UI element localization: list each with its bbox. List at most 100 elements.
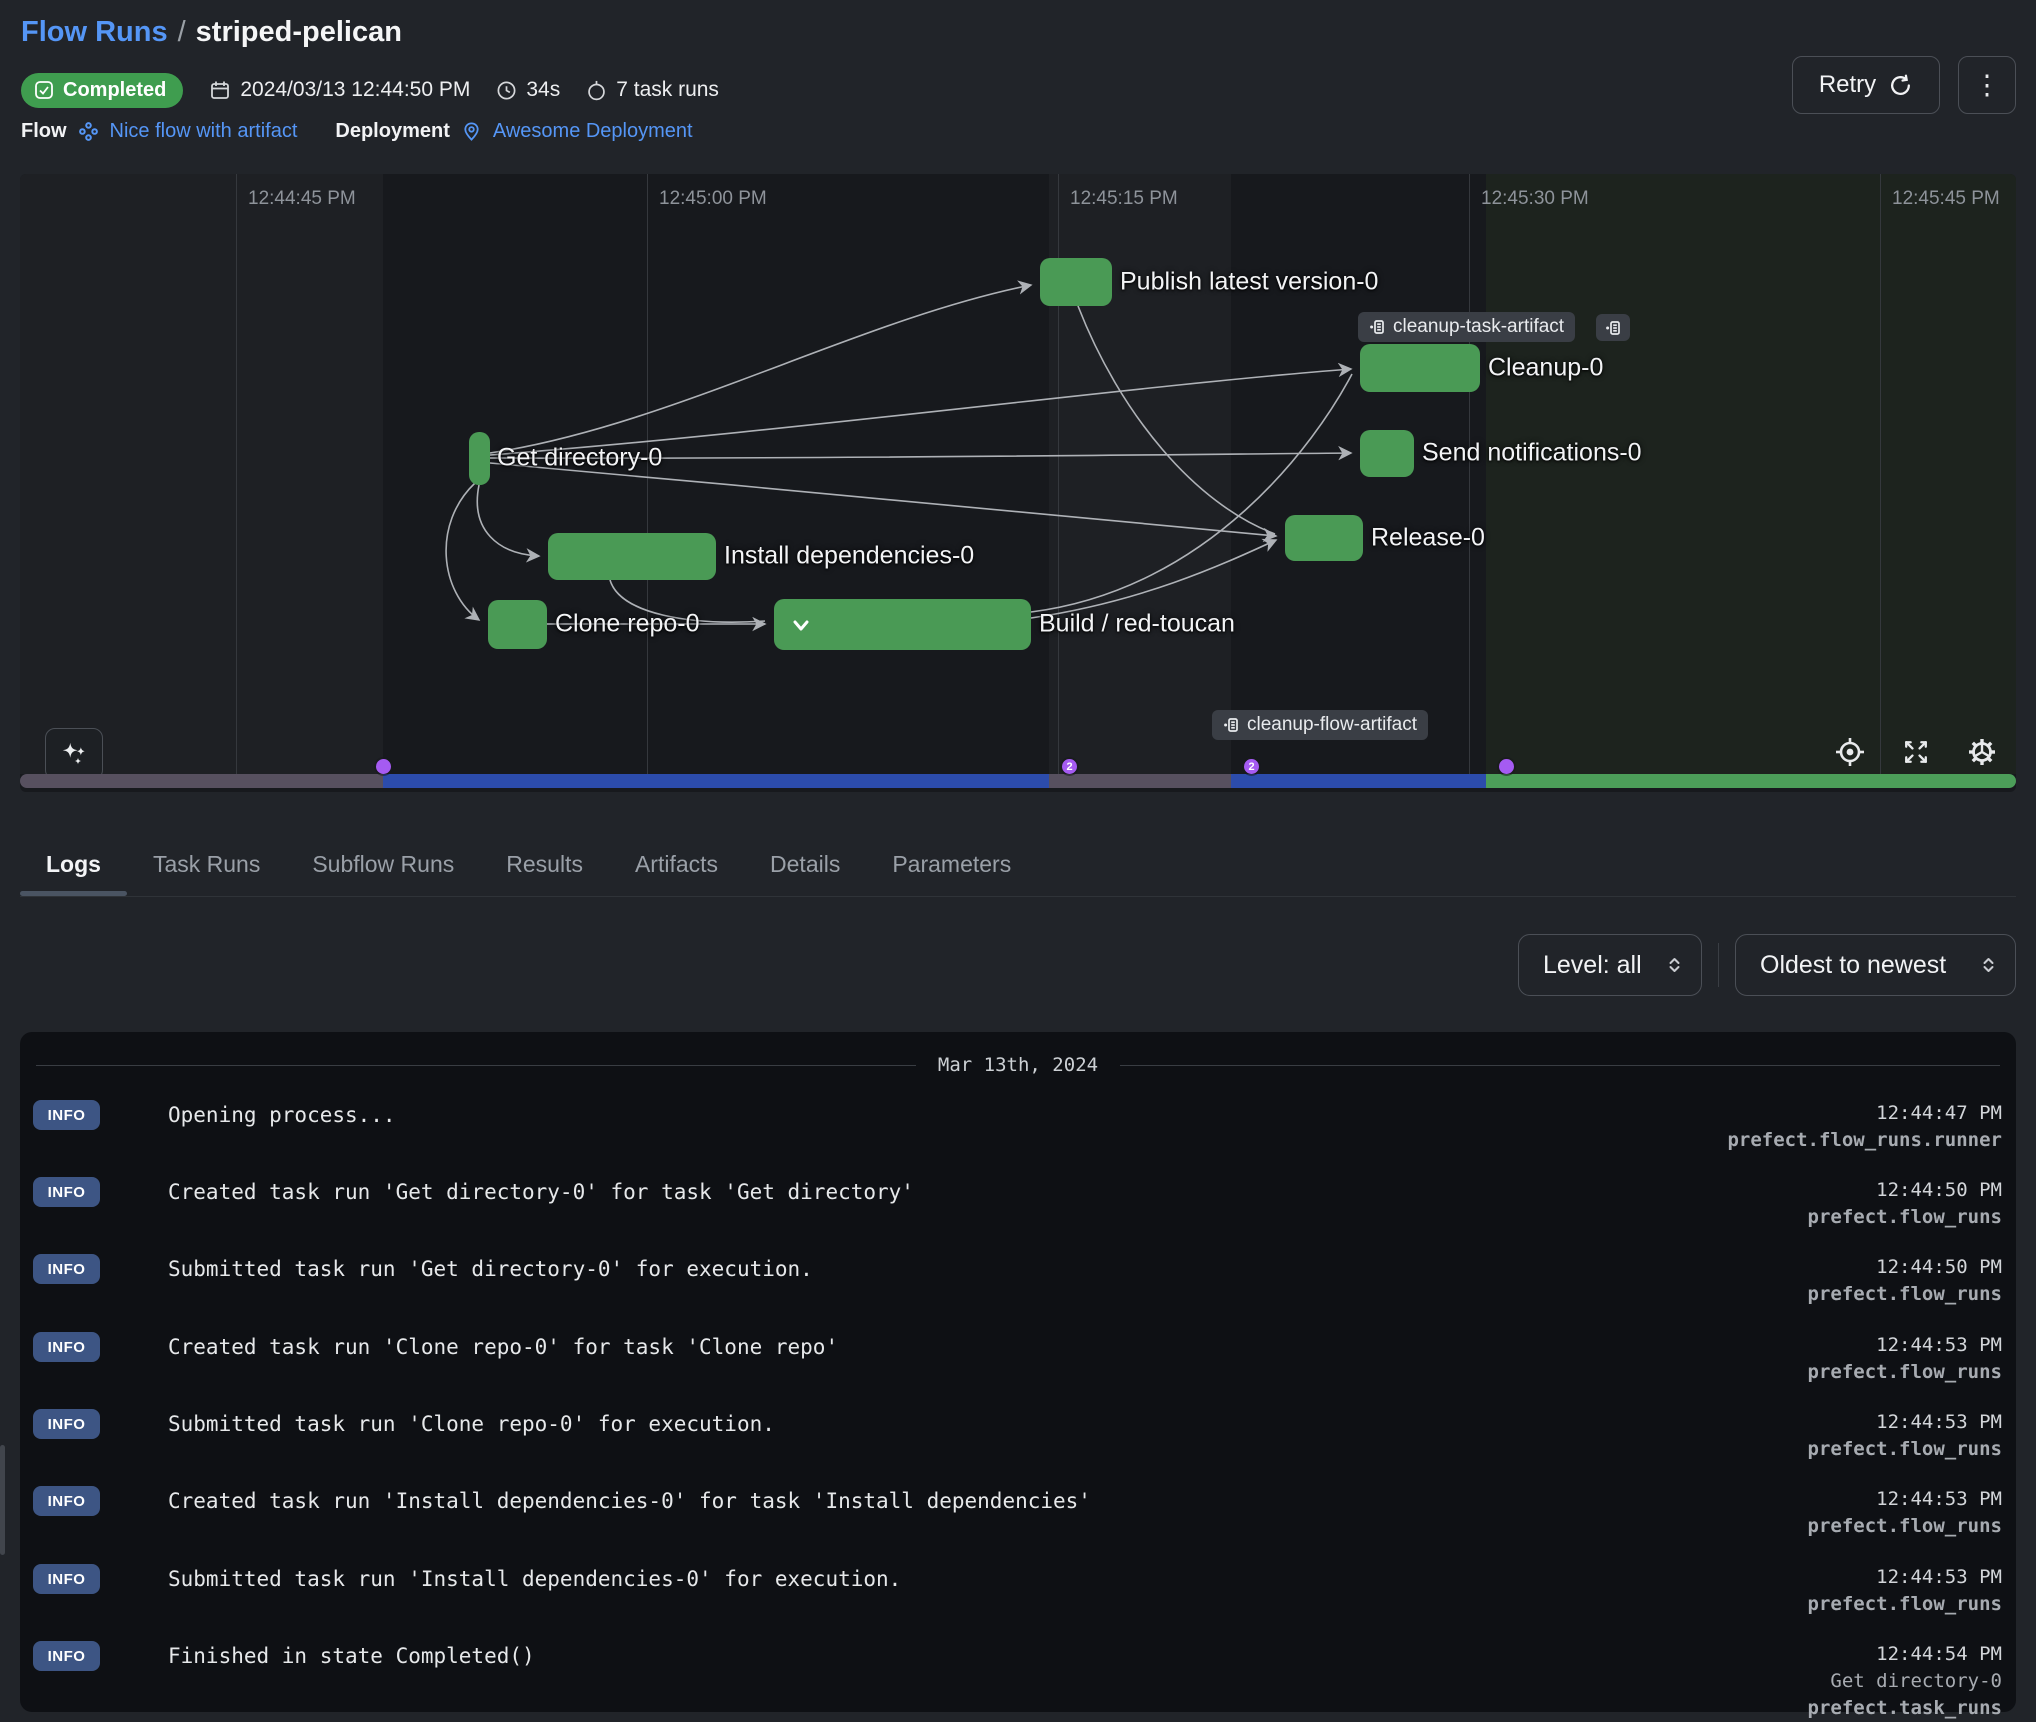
tab-subflow-runs[interactable]: Subflow Runs bbox=[312, 851, 455, 877]
header-actions: Retry ⋮ bbox=[1792, 56, 2016, 114]
log-level-badge: INFO bbox=[33, 1332, 100, 1362]
more-options-button[interactable]: ⋮ bbox=[1958, 56, 2016, 114]
log-message: Created task run 'Install dependencies-0… bbox=[168, 1489, 1091, 1513]
level-filter-select[interactable]: Level: all bbox=[1518, 934, 1702, 996]
calendar-icon bbox=[209, 79, 231, 101]
task-node-send-notifications[interactable] bbox=[1360, 430, 1414, 477]
log-row: INFO Opening process... 12:44:47 PM prefe… bbox=[20, 1100, 2016, 1154]
tab-artifacts[interactable]: Artifacts bbox=[634, 851, 719, 877]
timeline-band-highlight bbox=[1486, 174, 2016, 774]
gridline bbox=[647, 174, 648, 774]
axis-tick: 12:45:15 PM bbox=[1070, 188, 1178, 209]
log-date-separator: Mar 13th, 2024 bbox=[36, 1054, 2000, 1076]
tab-parameters[interactable]: Parameters bbox=[892, 851, 1012, 877]
log-source: prefect.task_runs bbox=[1807, 1697, 2002, 1719]
task-node-release[interactable] bbox=[1285, 515, 1363, 561]
run-relations-row: Flow Nice flow with artifact Deployment … bbox=[21, 120, 693, 143]
run-meta-row: Completed 2024/03/13 12:44:50 PM 34s 7 t… bbox=[21, 72, 719, 108]
sort-order-select[interactable]: Oldest to newest bbox=[1735, 934, 2016, 996]
log-level-badge: INFO bbox=[33, 1641, 100, 1671]
log-level-badge: INFO bbox=[33, 1100, 100, 1130]
refresh-icon bbox=[1888, 73, 1913, 98]
log-message: Finished in state Completed() bbox=[168, 1644, 535, 1668]
scrubber-segment bbox=[20, 774, 383, 788]
log-timestamp: 12:44:54 PM bbox=[1876, 1643, 2002, 1665]
status-badge: Completed bbox=[21, 72, 184, 108]
task-run-count: 7 task runs bbox=[586, 78, 719, 102]
breadcrumb: Flow Runs / striped-pelican bbox=[21, 16, 402, 49]
log-message: Submitted task run 'Get directory-0' for… bbox=[168, 1257, 813, 1281]
artifact-icon bbox=[1605, 320, 1621, 336]
tab-logs[interactable]: Logs bbox=[20, 836, 127, 896]
timeline-band bbox=[20, 174, 383, 774]
subflow-node-build-red-toucan[interactable] bbox=[774, 599, 1031, 650]
log-timestamp: 12:44:50 PM bbox=[1876, 1179, 2002, 1201]
event-marker[interactable]: 2 bbox=[1244, 759, 1259, 774]
tab-task-runs[interactable]: Task Runs bbox=[152, 851, 261, 877]
log-message: Created task run 'Get directory-0' for t… bbox=[168, 1180, 914, 1204]
artifact-chip-cleanup-task[interactable]: cleanup-task-artifact bbox=[1358, 312, 1576, 342]
log-timestamp: 12:44:53 PM bbox=[1876, 1411, 2002, 1433]
up-down-chevron-icon bbox=[1666, 953, 1683, 977]
log-source: prefect.flow_runs bbox=[1807, 1593, 2002, 1615]
log-level-badge: INFO bbox=[33, 1177, 100, 1207]
node-label: Cleanup-0 bbox=[1488, 353, 1604, 382]
deployment-link[interactable]: Awesome Deployment bbox=[492, 120, 693, 142]
artifact-chip-cleanup-flow[interactable]: cleanup-flow-artifact bbox=[1212, 710, 1429, 740]
status-label: Completed bbox=[63, 78, 167, 101]
tab-results[interactable]: Results bbox=[506, 851, 583, 877]
log-level-badge: INFO bbox=[33, 1564, 100, 1594]
dependency-edges bbox=[445, 280, 1353, 632]
gridline bbox=[236, 174, 237, 774]
task-node-get-directory[interactable] bbox=[469, 432, 490, 485]
timeline-scrubber[interactable] bbox=[20, 774, 2016, 788]
log-timestamp: 12:44:53 PM bbox=[1876, 1488, 2002, 1510]
task-run-graph[interactable]: 12:44:45 PM 12:45:00 PM 12:45:15 PM 12:4… bbox=[20, 174, 2016, 792]
log-level-badge: INFO bbox=[33, 1486, 100, 1516]
log-row: INFO Submitted task run 'Install depende… bbox=[20, 1564, 2016, 1618]
task-node-cleanup[interactable] bbox=[1360, 344, 1480, 392]
node-label: Build / red-toucan bbox=[1039, 609, 1235, 638]
breadcrumb-flow-runs-link[interactable]: Flow Runs bbox=[21, 16, 168, 48]
scrollbar-thumb[interactable] bbox=[0, 1445, 5, 1555]
node-label: Release-0 bbox=[1371, 523, 1485, 552]
gridline bbox=[1058, 174, 1059, 774]
page-title: striped-pelican bbox=[195, 16, 402, 48]
chevron-down-icon[interactable] bbox=[788, 612, 814, 638]
settings-gear-button[interactable] bbox=[1964, 734, 2000, 770]
artifact-chip-collapsed[interactable] bbox=[1596, 314, 1630, 341]
log-source: prefect.flow_runs bbox=[1807, 1515, 2002, 1537]
log-timestamp: 12:44:47 PM bbox=[1876, 1102, 2002, 1124]
log-message: Submitted task run 'Clone repo-0' for ex… bbox=[168, 1412, 775, 1436]
filter-divider bbox=[1718, 943, 1719, 987]
up-down-chevron-icon bbox=[1980, 953, 1997, 977]
ai-assist-button[interactable] bbox=[45, 728, 103, 780]
event-marker[interactable] bbox=[376, 759, 391, 774]
axis-tick: 12:45:45 PM bbox=[1892, 188, 2000, 209]
log-task-run-name: Get directory-0 bbox=[1830, 1670, 2002, 1692]
retry-button[interactable]: Retry bbox=[1792, 56, 1940, 114]
log-source: prefect.flow_runs bbox=[1807, 1361, 2002, 1383]
log-message: Created task run 'Clone repo-0' for task… bbox=[168, 1335, 839, 1359]
log-row: INFO Created task run 'Clone repo-0' for… bbox=[20, 1332, 2016, 1386]
recenter-button[interactable] bbox=[1832, 734, 1868, 770]
log-message: Submitted task run 'Install dependencies… bbox=[168, 1567, 902, 1591]
artifact-icon bbox=[1369, 319, 1385, 335]
tab-details[interactable]: Details bbox=[770, 851, 841, 877]
event-marker[interactable] bbox=[1499, 759, 1514, 774]
task-node-install-dependencies[interactable] bbox=[548, 533, 716, 580]
task-node-clone-repo[interactable] bbox=[488, 600, 547, 649]
log-list-panel[interactable]: Mar 13th, 2024 INFO Opening process... 1… bbox=[20, 1032, 2016, 1719]
log-row: INFO Created task run 'Install dependenc… bbox=[20, 1486, 2016, 1540]
log-source: prefect.flow_runs bbox=[1807, 1283, 2002, 1305]
log-timestamp: 12:44:53 PM bbox=[1876, 1566, 2002, 1588]
axis-tick: 12:44:45 PM bbox=[248, 188, 356, 209]
task-node-publish-latest-version[interactable] bbox=[1040, 258, 1112, 306]
clock-icon bbox=[496, 80, 517, 101]
fullscreen-button[interactable] bbox=[1898, 734, 1934, 770]
flow-link[interactable]: Nice flow with artifact bbox=[109, 120, 298, 142]
artifact-icon bbox=[1223, 717, 1239, 733]
map-pin-icon bbox=[461, 121, 482, 142]
stopwatch-icon bbox=[586, 79, 607, 101]
event-marker[interactable]: 2 bbox=[1062, 759, 1077, 774]
